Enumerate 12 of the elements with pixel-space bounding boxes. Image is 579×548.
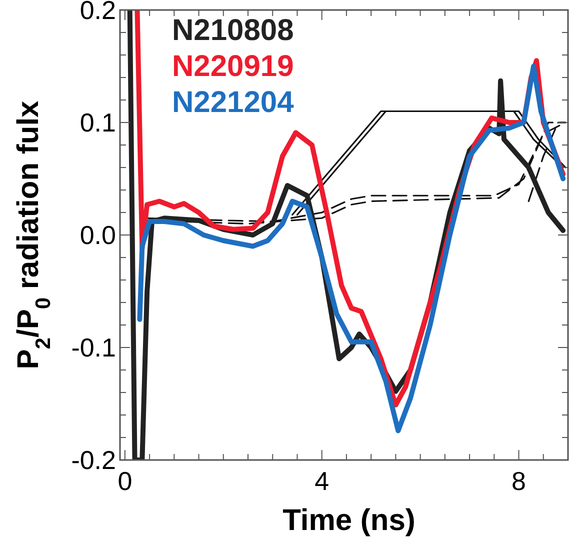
y-tick-label: -0.2 [71, 445, 116, 476]
y-tick-label: 0.1 [80, 108, 116, 138]
x-tick-label: 8 [512, 466, 526, 496]
y-tick-label: 0.0 [80, 220, 116, 250]
y-tick-label: -0.1 [71, 332, 116, 363]
series-label: N210808 [172, 14, 294, 47]
y-tick-label: 0.2 [80, 0, 116, 26]
series-label: N220919 [172, 50, 294, 83]
text: N221204 [172, 86, 294, 119]
x-axis-title: Time (ns) [282, 504, 416, 537]
x-tick-label: 4 [314, 466, 330, 496]
x-tick-label: 0 [118, 466, 132, 496]
